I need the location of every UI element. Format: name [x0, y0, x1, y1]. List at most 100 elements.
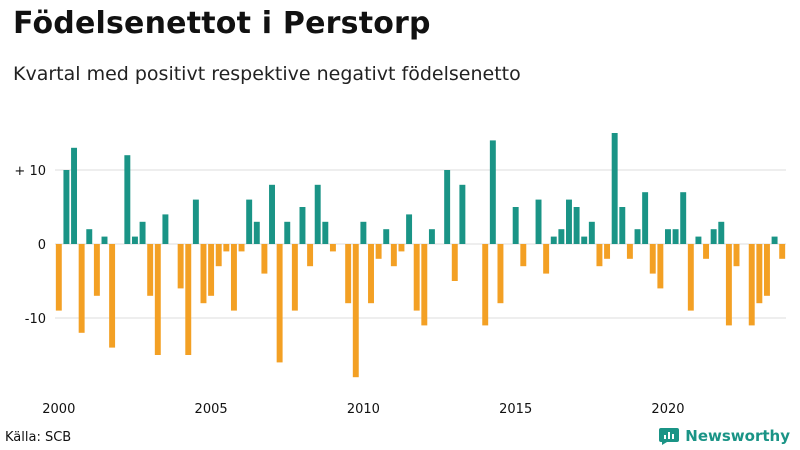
bar-positive: [246, 199, 253, 244]
bar-positive: [535, 199, 542, 244]
bar-positive: [611, 133, 618, 244]
x-tick-label: 2020: [651, 402, 684, 417]
bar-positive: [573, 207, 580, 244]
bar-positive: [665, 229, 671, 244]
bar-negative: [368, 244, 374, 304]
bar-positive: [63, 170, 70, 244]
bar-negative: [451, 244, 458, 281]
bar-positive: [131, 236, 138, 244]
bar-positive: [269, 184, 275, 244]
chart-subtitle: Kvartal med positivt respektive negativt…: [13, 63, 521, 85]
bar-positive: [718, 221, 725, 244]
bar-positive: [383, 229, 390, 244]
bar-negative: [733, 244, 740, 267]
bar-positive: [581, 236, 588, 244]
bar-positive: [588, 221, 595, 244]
bar-positive: [512, 207, 519, 244]
bar-negative: [375, 244, 382, 259]
bar-negative: [215, 244, 222, 267]
bar-negative: [649, 244, 656, 274]
bar-positive: [139, 221, 146, 244]
bar-positive: [314, 184, 321, 244]
bar-negative: [230, 244, 237, 311]
bar-negative: [497, 244, 504, 304]
bar-positive: [124, 155, 131, 244]
bar-negative: [626, 244, 633, 259]
bar-negative: [78, 244, 85, 333]
bar-negative: [154, 244, 161, 355]
bar-positive: [566, 199, 572, 244]
source-note: Källa: SCB: [5, 430, 72, 445]
bar-positive: [558, 229, 565, 244]
bar-negative: [413, 244, 420, 311]
bar-negative: [398, 244, 405, 252]
bar-negative: [208, 244, 215, 296]
bar-positive: [71, 147, 78, 244]
bar-positive: [642, 192, 649, 244]
bar-positive: [86, 229, 93, 244]
bar-negative: [177, 244, 184, 289]
bar-negative: [55, 244, 62, 311]
bar-negative: [291, 244, 298, 311]
bar-negative: [390, 244, 397, 267]
bar-positive: [672, 229, 679, 244]
bar-positive: [444, 170, 451, 244]
bar-positive: [284, 221, 291, 244]
bar-negative: [725, 244, 732, 326]
bar-negative: [657, 244, 664, 289]
bar-negative: [421, 244, 428, 326]
bar-negative: [93, 244, 100, 296]
x-tick-label: 2005: [195, 402, 228, 417]
bar-positive: [634, 229, 641, 244]
bar-positive: [299, 207, 306, 244]
bar-negative: [763, 244, 770, 296]
bar-positive: [695, 236, 702, 244]
bar-positive: [489, 140, 496, 244]
x-tick-label: 2010: [347, 402, 380, 417]
bar-positive: [192, 199, 199, 244]
bar-positive: [360, 221, 367, 244]
bar-positive: [771, 236, 778, 244]
bar-negative: [147, 244, 154, 296]
bar-positive: [459, 184, 466, 244]
bar-positive: [619, 207, 626, 244]
x-tick-label: 2015: [499, 402, 532, 417]
bar-positive: [550, 236, 557, 244]
bar-negative: [748, 244, 755, 326]
bar-negative: [238, 244, 245, 252]
bar-negative: [687, 244, 694, 311]
bar-negative: [352, 244, 359, 378]
chart-title: Födelsenettot i Perstorp: [13, 6, 431, 41]
bar-negative: [543, 244, 550, 274]
x-tick-label: 2000: [42, 402, 75, 417]
bar-positive: [322, 221, 329, 244]
bar-positive: [101, 236, 108, 244]
newsworthy-logo-icon: [659, 428, 680, 445]
bar-negative: [307, 244, 314, 267]
bar-negative: [520, 244, 527, 267]
y-tick-label: + 10: [14, 164, 46, 179]
bar-negative: [604, 244, 611, 259]
bar-positive: [406, 214, 413, 244]
bar-positive: [428, 229, 435, 244]
bar-negative: [756, 244, 763, 304]
bar-negative: [329, 244, 336, 252]
bar-negative: [703, 244, 710, 259]
bar-negative: [779, 244, 786, 259]
bar-negative: [276, 244, 283, 363]
brand-logo: Newsworthy: [659, 427, 790, 445]
bar-negative: [223, 244, 230, 252]
bar-positive: [253, 221, 260, 244]
bar-negative: [185, 244, 192, 355]
bar-positive: [710, 229, 717, 244]
bar-negative: [261, 244, 268, 274]
bar-negative: [345, 244, 352, 304]
bar-negative: [482, 244, 489, 326]
bar-negative: [109, 244, 116, 348]
bar-positive: [680, 192, 687, 244]
bar-positive: [162, 214, 169, 244]
brand-name: Newsworthy: [685, 427, 790, 445]
bar-negative: [200, 244, 207, 304]
bar-negative: [596, 244, 603, 267]
